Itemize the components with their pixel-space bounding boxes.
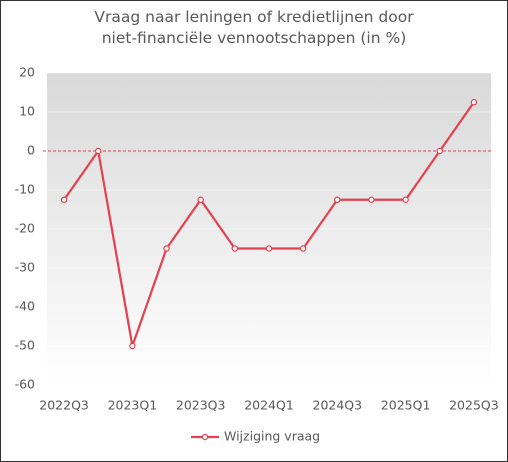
chart-title: Vraag naar leningen of kredietlijnen doo… [94,8,414,47]
data-point [60,196,68,203]
y-tick-label: 0 [27,143,35,158]
y-tick-label: -60 [15,377,35,392]
x-tick-label: 2022Q3 [39,398,89,413]
data-point [436,147,443,155]
x-tick-label: 2025Q3 [449,398,499,413]
x-tick-label: 2023Q3 [176,398,226,413]
x-tick-label: 2025Q1 [381,398,431,413]
y-tick-label: -20 [15,221,35,236]
data-point [470,99,478,106]
y-tick-label: 20 [19,65,35,80]
data-point [129,342,136,350]
legend-marker [201,433,209,441]
data-point [265,245,273,252]
data-point [163,245,170,252]
data-point [197,196,204,203]
legend-label: Wijziging vraag [224,429,320,444]
x-tick-label: 2023Q1 [108,398,158,413]
x-tick-label: 2024Q1 [244,398,294,413]
data-point [299,245,307,252]
data-point [368,196,375,203]
y-tick-label: -40 [15,299,35,314]
x-tick-label: 2024Q3 [313,398,363,413]
y-tick-label: 10 [19,104,35,119]
y-tick-label: -30 [15,260,35,275]
y-tick-label: -10 [15,182,35,197]
y-tick-label: -50 [15,338,35,353]
data-point [231,245,239,252]
data-point [334,196,341,203]
data-point [95,147,102,155]
data-point [402,196,409,203]
